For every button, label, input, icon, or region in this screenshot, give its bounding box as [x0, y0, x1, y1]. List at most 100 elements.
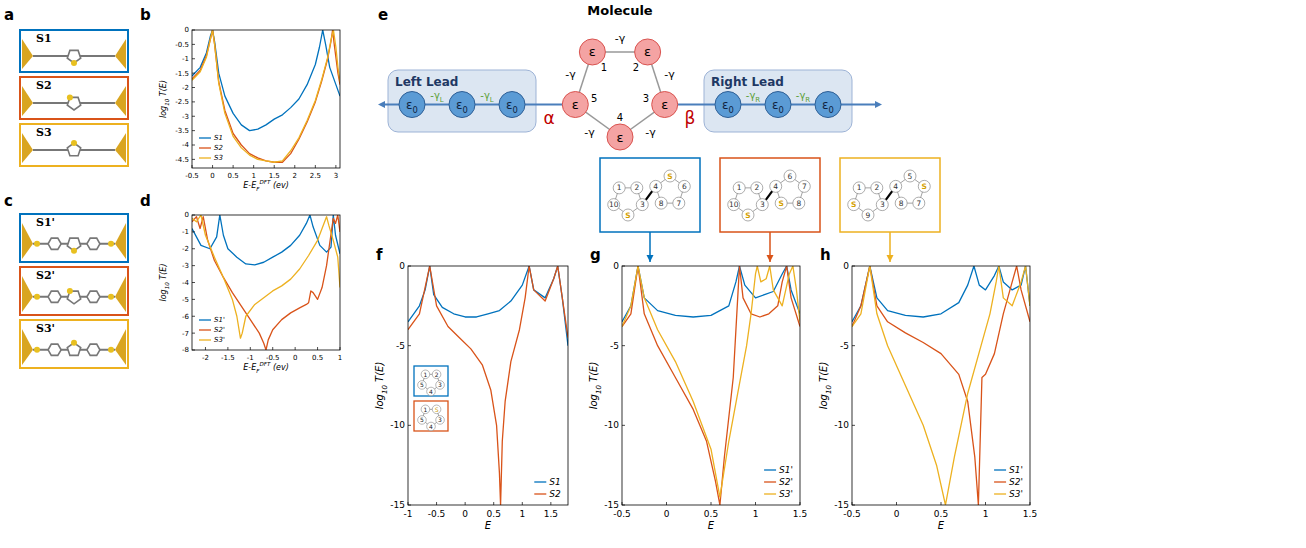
legend-label: S3' [214, 336, 225, 344]
plot-frame [408, 266, 568, 505]
text-part: log [374, 394, 385, 409]
y-tick [408, 505, 411, 506]
box-border [20, 320, 128, 368]
x-tick [550, 502, 551, 505]
text-part: log [159, 106, 168, 118]
chart-panel: -0.500.511.5-15-10-50Elog10 T(E)S1'S2'S3… [588, 261, 807, 531]
x-tick-label: 1.5 [544, 509, 558, 519]
site [652, 92, 678, 118]
ring [48, 291, 61, 302]
electrode [115, 86, 126, 116]
x-tick-label: -1.5 [221, 354, 235, 362]
lead-hopping: -γR [746, 90, 761, 105]
plot-bg [192, 215, 340, 350]
site-label: 2 [754, 183, 759, 192]
legend-swatch [199, 319, 211, 320]
legend-box [990, 462, 1027, 502]
panel-letter: f [376, 246, 383, 264]
x-tick-label: 1 [983, 509, 989, 519]
electrode [115, 329, 126, 365]
legend: S1S2S3 [195, 131, 227, 165]
text-part: 0 [779, 105, 784, 115]
x-tick [335, 165, 336, 168]
molecule-box: S1' [20, 214, 128, 262]
y-tick-label: -1 [182, 55, 189, 63]
legend-swatch [199, 329, 211, 330]
site-number: 3 [643, 93, 649, 104]
site-label: 4 [653, 182, 658, 191]
site-label: 1 [617, 183, 622, 192]
x-tick [227, 347, 228, 350]
text-part: E [708, 520, 715, 531]
sulfur [71, 60, 77, 66]
y-tick-label: -15 [390, 500, 405, 510]
molecule-label: S1 [36, 32, 52, 45]
electrode [115, 133, 126, 163]
y-tick [192, 30, 195, 31]
site [904, 170, 916, 182]
text-part: T(E) [374, 362, 385, 385]
y-tick [192, 231, 195, 232]
series-line [192, 30, 340, 162]
site-label: 8 [899, 199, 904, 208]
site [436, 381, 445, 390]
y-tick-label: -5 [182, 296, 189, 304]
x-tick [295, 347, 296, 350]
molecule-box: S1 [20, 30, 128, 72]
legend-swatch [994, 493, 1006, 494]
x-tick [985, 502, 986, 505]
y-tick [408, 345, 411, 346]
site-label: 7 [676, 199, 681, 208]
text-part: 0 [413, 105, 418, 115]
x-tick-label: -2 [202, 354, 209, 362]
legend-swatch [534, 493, 546, 494]
legend-label: S1' [779, 465, 793, 475]
y-tick-label: 0 [843, 261, 849, 271]
y-tick-label: -4 [182, 279, 190, 287]
site [876, 199, 888, 211]
site-label: 5 [420, 381, 424, 388]
x-tick [493, 502, 494, 505]
text-part: DFT [259, 179, 271, 185]
x-tick [465, 502, 466, 505]
x-tick-label: -0.5 [428, 509, 446, 519]
y-tick-label: -10 [834, 420, 849, 430]
site-number: 1 [601, 62, 607, 73]
text-part: T(E) [159, 263, 168, 282]
legend-label: S2' [1009, 477, 1023, 487]
legend-swatch [199, 137, 211, 138]
electrode [115, 276, 126, 312]
x-tick [711, 502, 712, 505]
pentagon-inset: 12345 [414, 366, 448, 396]
y-tick-label: -5 [396, 341, 405, 351]
arrow-head [647, 255, 654, 262]
text-part: R [755, 96, 760, 104]
x-tick-label: 0 [293, 354, 297, 362]
hopping-label: -γ [645, 126, 656, 139]
text-part: -γ [480, 90, 490, 101]
y-tick [192, 282, 195, 283]
plot-bg [852, 266, 1030, 505]
text-part: 0 [463, 105, 468, 115]
legend-label: S2 [549, 489, 561, 499]
x-tick [896, 502, 897, 505]
site-label: 6 [682, 182, 687, 191]
text-part: -γ [796, 90, 806, 101]
legend-box [195, 131, 227, 165]
ring [87, 238, 100, 249]
y-tick-label: -3 [182, 262, 189, 270]
lead-site-label: ε0 [772, 98, 784, 115]
lead-site-label: ε0 [822, 98, 834, 115]
panel-letter: d [140, 192, 151, 210]
y-tick-label: 0 [185, 211, 189, 219]
y-tick-label: -1.5 [175, 70, 189, 78]
molecule-label: S2' [36, 269, 55, 282]
box-border [20, 214, 128, 262]
lead-site-label: ε0 [456, 98, 468, 115]
site-number: 5 [591, 93, 597, 104]
y-tick-label: -3 [182, 113, 189, 121]
y-tick-label: -7 [182, 330, 189, 338]
legend-label: S2' [779, 477, 793, 487]
text-part: 0 [513, 105, 518, 115]
x-tick-label: 1 [519, 509, 525, 519]
